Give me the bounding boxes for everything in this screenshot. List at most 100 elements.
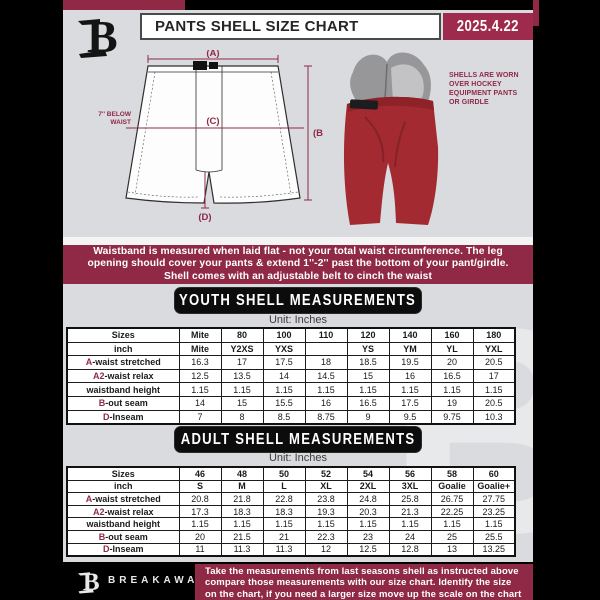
table-cell: 20	[178, 529, 222, 544]
table-cell: 17.5	[262, 355, 306, 370]
table-cell: 18.5	[346, 355, 390, 370]
table-cell: 8.75	[304, 409, 348, 425]
table-row: Sizes 46 48 50 52 54 56 58 60	[66, 466, 516, 481]
table-cell: 27.75	[472, 492, 516, 506]
table-cell: 140	[388, 327, 432, 343]
table-cell: 21.5	[220, 529, 264, 544]
adult-section-title: ADULT SHELL MEASUREMENTS	[180, 430, 416, 448]
table-cell: 1.15	[178, 382, 222, 397]
table-cell: 110	[304, 327, 348, 343]
table-cell: 18.3	[220, 504, 264, 519]
table-cell: 12	[304, 542, 348, 557]
table-row: inch S M L XL 2XL 3XL Goalie Goalie+	[66, 479, 516, 494]
table-cell: 15	[346, 368, 390, 384]
table-cell: 15	[220, 395, 264, 411]
table-row: A-waist stretched 16.3 17 17.5 18 18.5 19.5 20 2…	[66, 355, 516, 370]
table-cell: 52	[304, 466, 348, 481]
table-cell: 9.75	[430, 409, 474, 425]
table-cell: 1.15	[304, 517, 348, 531]
table-cell: 1.15	[262, 517, 306, 531]
table-cell: 16.3	[178, 355, 222, 370]
table-cell: 22.25	[430, 504, 474, 519]
footer-bar: B BREAKAWAY Take the measurements from l…	[0, 562, 600, 600]
table-cell: 11.3	[220, 542, 264, 557]
table-row: B-out seam 14 15 15.5 16 16.5 17.5 19 20.5	[66, 395, 516, 411]
table-cell: 21.3	[388, 504, 432, 519]
table-cell: S	[178, 479, 222, 494]
table-row: B-out seam 20 21.5 21 22.3 23 24 25 25.5	[66, 529, 516, 544]
table-cell: 18.3	[262, 504, 306, 519]
adult-unit-label: Unit: Inches	[268, 452, 328, 464]
table-cell: 14	[178, 395, 222, 411]
table-row: A-waist stretched 20.8 21.8 22.8 23.8 24.8 25.…	[66, 492, 516, 506]
table-cell: Goalie+	[472, 479, 516, 494]
measure-label-b: (B)	[313, 128, 323, 139]
banner-line: opening should cover your pants & extend…	[87, 258, 509, 270]
row-label: D-Inseam	[66, 409, 180, 425]
row-label: B-out seam	[66, 395, 180, 411]
svg-text:B: B	[83, 569, 100, 595]
table-cell: 11.3	[262, 542, 306, 557]
table-cell: YS	[346, 341, 390, 357]
shell-photo	[343, 52, 439, 226]
table-cell: 17	[220, 355, 264, 370]
table-cell: 18	[304, 355, 348, 370]
table-cell: L	[262, 479, 306, 494]
table-cell: 13.5	[220, 368, 264, 384]
table-cell: 19.5	[388, 355, 432, 370]
table-cell: 16.5	[430, 368, 474, 384]
table-row: Sizes Mite 80 100 110 120 140 160 180	[66, 327, 516, 343]
measure-label-a: (A)	[206, 50, 219, 59]
row-label: D-Inseam	[66, 542, 180, 557]
shell-note: SHELLS ARE WORN OVER HOCKEY EQUIPMENT PA…	[449, 72, 519, 106]
breakaway-logo-icon: B	[78, 12, 118, 60]
table-cell: 16	[388, 368, 432, 384]
footer-instructions: Take the measurements from last seasons …	[195, 564, 533, 600]
table-cell: 20	[430, 355, 474, 370]
size-chart-page: B PANTS SHELL SIZE CHART 2025.4.22	[63, 0, 533, 562]
measure-label-c: (C)	[206, 116, 219, 127]
table-cell: 14.5	[304, 368, 348, 384]
row-label: waistband height	[66, 517, 180, 531]
waist-note: 7'' BELOW WAIST	[98, 111, 131, 126]
row-label: inch	[66, 479, 180, 494]
table-cell: 1.15	[178, 517, 222, 531]
shorts-measurement-diagram: (A) (B) (C) (D)	[125, 50, 323, 223]
table-cell: 16	[304, 395, 348, 411]
table-cell: YXS	[262, 341, 306, 357]
table-cell: 25.8	[388, 492, 432, 506]
table-cell: Mite	[178, 327, 222, 343]
footer-line: compare those measurements with our size…	[205, 577, 512, 589]
table-cell: 19	[430, 395, 474, 411]
measure-label-d: (D)	[198, 212, 211, 223]
row-label: A2-waist relax	[66, 368, 180, 384]
row-label: A-waist stretched	[66, 492, 180, 506]
table-cell: 20.3	[346, 504, 390, 519]
table-cell: 3XL	[388, 479, 432, 494]
table-cell: 1.15	[430, 517, 474, 531]
table-cell: 15.5	[262, 395, 306, 411]
table-cell: 54	[346, 466, 390, 481]
table-cell: 58	[430, 466, 474, 481]
table-cell: 180	[472, 327, 516, 343]
instruction-banner: Waistband is measured when laid flat - n…	[63, 245, 533, 284]
table-cell: 16.5	[346, 395, 390, 411]
table-cell: 120	[346, 327, 390, 343]
table-cell: 80	[220, 327, 264, 343]
table-cell: 56	[388, 466, 432, 481]
table-row: D-Inseam 11 11.3 11.3 12 12.5 12.8 13 13.25	[66, 542, 516, 557]
table-cell: 22.8	[262, 492, 306, 506]
table-cell: 14	[262, 368, 306, 384]
adult-section-title-box: ADULT SHELL MEASUREMENTS	[175, 427, 421, 452]
table-cell: 7	[178, 409, 222, 425]
table-cell: 1.15	[346, 382, 390, 397]
table-cell: 100	[262, 327, 306, 343]
table-cell: 1.15	[220, 382, 264, 397]
table-cell: 24	[388, 529, 432, 544]
table-cell: 12.5	[178, 368, 222, 384]
table-cell: 1.15	[472, 382, 516, 397]
table-cell: 1.15	[388, 382, 432, 397]
table-cell: YXL	[472, 341, 516, 357]
table-row: waistband height 1.15 1.15 1.15 1.15 1.15 1.15…	[66, 517, 516, 531]
table-cell: 1.15	[388, 517, 432, 531]
